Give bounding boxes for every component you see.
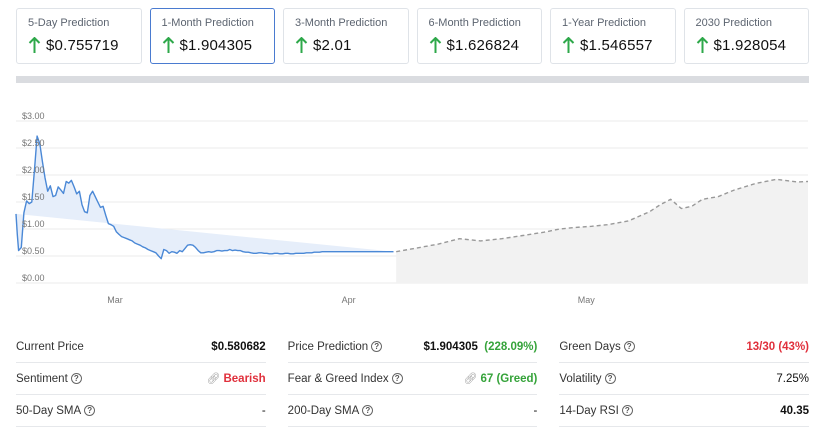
link-icon: 🔗︎ (463, 373, 478, 385)
price-chart-svg: $0.00 $0.50 $1.00 $1.50 $2.00 $2.50 $3.00 Mar A… (15, 111, 809, 305)
y-tick-label: $1.50 (22, 192, 45, 202)
stat-value: - (261, 404, 266, 417)
horizontal-scrollbar[interactable] (16, 76, 809, 83)
stat-value: - (533, 404, 538, 417)
prediction-value: $1.626824 (446, 37, 520, 54)
stat-value: 13/30 (43%) (746, 340, 810, 353)
x-tick-label: Apr (342, 295, 356, 305)
stats-column-2: Price Prediction? $1.904305 (228.09%) Fe… (287, 331, 538, 427)
stat-value: $1.904305 (423, 340, 478, 353)
forecast-area (396, 179, 808, 283)
stat-label: 14-Day RSI (559, 404, 619, 417)
help-icon[interactable]: ? (623, 341, 635, 352)
stat-label: Green Days (559, 340, 621, 353)
forecast-price-line (396, 178, 809, 253)
arrow-up-icon (562, 37, 575, 53)
stats-column-3: Green Days? 13/30 (43%) Volatility? 7.25… (559, 331, 810, 427)
stat-label: 200-Day SMA (287, 404, 360, 417)
arrow-up-icon (162, 37, 174, 53)
prediction-value: $1.904305 (179, 37, 253, 54)
help-icon[interactable]: ? (371, 341, 383, 352)
prediction-card-2030[interactable]: 2030 Prediction $1.928054 (683, 8, 809, 64)
link-icon: 🔗︎ (206, 373, 221, 385)
prediction-card-5-day[interactable]: 5-Day Prediction $0.755719 (16, 8, 142, 64)
stat-14-day-rsi: 14-Day RSI? 40.35 (559, 395, 810, 427)
y-tick-label: $3.00 (22, 111, 45, 121)
y-tick-label: $0.50 (22, 246, 45, 256)
prediction-cards: 5-Day Prediction $0.755719 1-Month Predi… (16, 8, 809, 64)
x-axis-ticks: Mar Apr May (107, 295, 595, 305)
prediction-card-1-year[interactable]: 1-Year Prediction $1.546557 (550, 8, 676, 64)
stat-label: 50-Day SMA (16, 404, 82, 417)
prediction-label: 6-Month Prediction (428, 17, 521, 29)
stat-value: $0.580682 (211, 340, 266, 353)
y-tick-label: $2.00 (22, 165, 45, 175)
stat-label: Sentiment (16, 372, 68, 385)
stat-label: Volatility (559, 372, 602, 385)
history-area (16, 136, 394, 259)
stat-label: Current Price (16, 340, 84, 353)
x-tick-label: Mar (107, 295, 123, 305)
stat-sentiment: Sentiment? 🔗︎ Bearish (16, 363, 266, 395)
prediction-card-6-month[interactable]: 6-Month Prediction $1.626824 (416, 8, 542, 64)
prediction-value: $1.546557 (580, 37, 653, 54)
stat-label: Price Prediction (287, 340, 369, 353)
history-price-line (15, 135, 394, 260)
stat-change-percent: (228.09%) (484, 340, 538, 353)
y-tick-label: $1.00 (22, 219, 45, 229)
prediction-label: 1-Month Prediction (161, 17, 254, 29)
prediction-label: 3-Month Prediction (295, 17, 388, 29)
help-icon[interactable]: ? (70, 373, 82, 384)
arrow-up-icon (429, 37, 441, 53)
prediction-value: $2.01 (313, 37, 352, 54)
prediction-card-1-month[interactable]: 1-Month Prediction $1.904305 (149, 8, 275, 64)
price-chart: $0.00 $0.50 $1.00 $1.50 $2.00 $2.50 $3.00 Mar A… (0, 100, 818, 315)
help-icon[interactable]: ? (362, 405, 374, 416)
help-icon[interactable]: ? (604, 373, 616, 384)
stat-volatility: Volatility? 7.25% (559, 363, 810, 395)
stat-value: Bearish (223, 373, 266, 385)
y-tick-label: $0.00 (22, 273, 45, 283)
prediction-card-3-month[interactable]: 3-Month Prediction $2.01 (283, 8, 409, 64)
stat-green-days: Green Days? 13/30 (43%) (559, 331, 810, 363)
arrow-up-icon (295, 37, 308, 53)
stat-value: 7.25% (776, 372, 810, 385)
stat-50-day-sma: 50-Day SMA? - (16, 395, 266, 427)
stat-label: Fear & Greed Index (287, 372, 389, 385)
x-tick-label: May (578, 295, 596, 305)
prediction-value: $1.928054 (713, 37, 787, 54)
stat-200-day-sma: 200-Day SMA? - (287, 395, 538, 427)
line-layer (15, 135, 809, 260)
prediction-label: 1-Year Prediction (562, 17, 646, 29)
y-axis-ticks: $0.00 $0.50 $1.00 $1.50 $2.00 $2.50 $3.00 (22, 111, 45, 283)
prediction-value: $0.755719 (46, 37, 119, 54)
y-tick-label: $2.50 (22, 138, 45, 148)
stat-value: 40.35 (780, 404, 810, 417)
stat-price-prediction: Price Prediction? $1.904305 (228.09%) (287, 331, 538, 363)
help-icon[interactable]: ? (84, 405, 96, 416)
area-layer (16, 136, 808, 283)
stats-column-1: Current Price $0.580682 Sentiment? 🔗︎ Bea… (16, 331, 266, 427)
stat-current-price: Current Price $0.580682 (16, 331, 266, 363)
help-icon[interactable]: ? (621, 405, 633, 416)
arrow-up-icon (696, 37, 708, 53)
help-icon[interactable]: ? (391, 373, 403, 384)
stat-value: 67 (Greed) (480, 373, 538, 385)
stat-fear-greed: Fear & Greed Index? 🔗︎ 67 (Greed) (287, 363, 538, 395)
stats-panel: Current Price $0.580682 Sentiment? 🔗︎ Bea… (16, 331, 810, 427)
prediction-label: 2030 Prediction (695, 17, 772, 29)
arrow-up-icon (28, 37, 41, 53)
prediction-label: 5-Day Prediction (28, 17, 110, 29)
